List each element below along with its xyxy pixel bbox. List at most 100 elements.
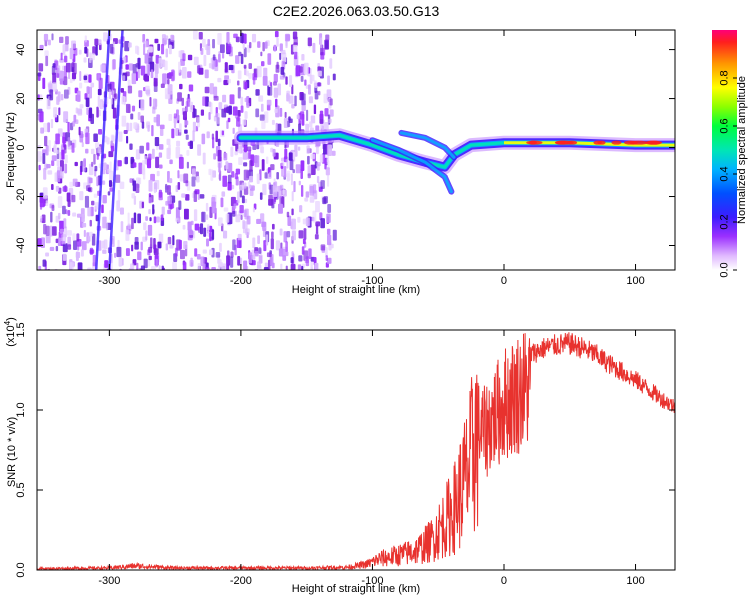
spectrogram-cell (137, 111, 141, 121)
spectrogram-cell (295, 164, 301, 174)
spectrogram-cell (72, 178, 78, 187)
spectrogram-cell (82, 160, 86, 172)
spectrogram-cell (44, 40, 48, 47)
spectrogram-cell (306, 145, 310, 154)
spectrogram-cell (258, 247, 262, 254)
spectrogram-cell (73, 240, 78, 250)
spectrogram-cell (192, 30, 198, 40)
spectrogram-cell (291, 208, 294, 216)
spectrogram-cell (313, 104, 317, 115)
spectrogram-cell (327, 75, 330, 85)
spectrogram-cell (140, 115, 144, 123)
spectrogram-cell (266, 99, 272, 106)
spectrogram-cell (181, 66, 187, 79)
spectrogram-cell (76, 233, 80, 242)
spectrogram-cell (235, 168, 241, 175)
spectrogram-cell (102, 162, 107, 170)
spectrogram-cell (161, 265, 164, 270)
spectrogram-cell (268, 194, 273, 206)
spectrogram-cell (257, 41, 261, 48)
spectrogram-cell (182, 262, 187, 270)
spectrogram-cell (213, 115, 217, 122)
spectrogram-cell (332, 229, 337, 241)
spectrogram-cell (119, 181, 125, 189)
spectrogram-cell (92, 46, 96, 55)
spectrogram-cell (308, 248, 312, 260)
spectrogram-hot-spot (555, 140, 574, 145)
spectrogram-cell (179, 83, 183, 90)
spectrogram-cell (281, 161, 285, 167)
spectrogram-cell (234, 173, 238, 180)
spectrogram-cell (221, 191, 226, 197)
spectrogram-x-tick-label: 100 (626, 275, 644, 287)
spectrogram-cell (196, 253, 201, 260)
spectrogram-cell (248, 149, 252, 159)
spectrogram-cell (45, 55, 49, 67)
spectrogram-cell (292, 44, 298, 52)
spectrogram-cell (285, 251, 289, 257)
spectrogram-cell (37, 151, 42, 162)
spectrogram-cell (218, 102, 223, 110)
spectrogram-cell (152, 204, 155, 215)
spectrogram-y-tick-label: 40 (15, 43, 27, 55)
spectrogram-cell (78, 49, 82, 55)
spectrogram-cell (94, 202, 100, 210)
spectrogram-cell (88, 74, 92, 83)
spectrogram-cell (40, 215, 43, 222)
spectrogram-cell (37, 238, 42, 248)
spectrogram-cell (164, 35, 169, 41)
spectrogram-cell (288, 152, 293, 161)
spectrogram-cell (178, 239, 182, 250)
spectrogram-cell (286, 211, 290, 218)
spectrogram-cell (288, 116, 291, 121)
colorbar: 0.0 0.2 0.4 0.6 0.8 Normalized spectral ampl… (712, 30, 748, 278)
spectrogram-cell (291, 218, 296, 230)
spectrogram-cell (117, 190, 121, 202)
spectrogram-cell (325, 255, 328, 262)
snr-y-label: SNR (10 * v/v) (6, 417, 18, 487)
spectrogram-cell (141, 121, 145, 129)
spectrogram-cell (37, 72, 42, 77)
spectrogram-cell (189, 140, 194, 150)
spectrogram-cell (143, 43, 146, 56)
spectrogram-cell (193, 190, 198, 202)
spectrogram-cell (317, 82, 321, 87)
spectrogram-cell (42, 187, 48, 199)
spectrogram-cell (310, 153, 316, 159)
spectrogram-cell (284, 33, 290, 42)
spectrogram-cell (182, 224, 186, 230)
spectrogram-cell (80, 160, 83, 173)
spectrogram-cell (179, 174, 184, 182)
spectrogram-cell (281, 52, 287, 63)
spectrogram-cell (88, 235, 91, 242)
spectrogram-cell (83, 75, 88, 81)
spectrogram-cell (277, 185, 283, 198)
spectrogram-cell (267, 85, 273, 96)
spectrogram-cell (96, 106, 99, 118)
spectrogram-cell (186, 97, 191, 107)
chart-title: C2E2.2026.063.03.50.G13 (273, 3, 440, 19)
spectrogram-cell (254, 155, 260, 168)
spectrogram-cell (158, 144, 164, 150)
spectrogram-cell (153, 77, 158, 87)
spectrogram-cell (255, 108, 260, 118)
spectrogram-cell (312, 210, 317, 223)
spectrogram-cell (79, 191, 84, 201)
spectrogram-cell (57, 196, 63, 209)
spectrogram-cell (217, 138, 221, 147)
spectrogram-cell (290, 173, 293, 186)
spectrogram-cell (134, 236, 139, 245)
spectrogram-cell (148, 255, 152, 261)
spectrogram-cell (129, 122, 133, 132)
spectrogram-cell (110, 98, 113, 105)
spectrogram-cell (97, 146, 101, 154)
spectrogram-cell (227, 174, 232, 184)
spectrogram-cell (324, 158, 327, 170)
spectrogram-cell (174, 247, 178, 257)
spectrogram-cell (183, 208, 189, 220)
spectrogram-cell (277, 83, 282, 96)
snr-x-ticks: -300 -200 -100 0 100 (98, 330, 645, 587)
spectrogram-cell (131, 105, 136, 112)
spectrogram-cell (212, 39, 215, 49)
spectrogram-x-tick-label: 0 (501, 275, 507, 287)
